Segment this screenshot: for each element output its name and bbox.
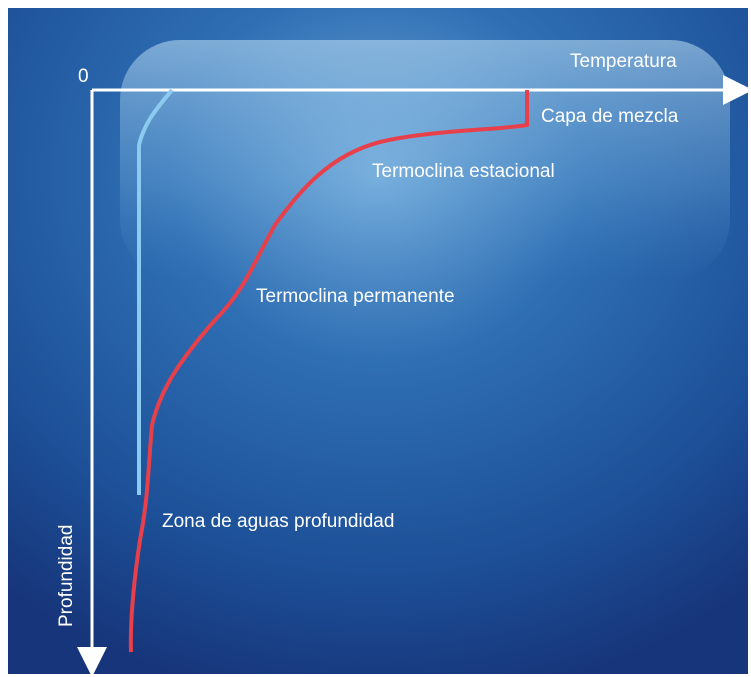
surface-glow <box>120 40 730 280</box>
origin-label: 0 <box>78 66 89 87</box>
layer-label: Capa de mezcla <box>541 106 679 127</box>
salinity-curve <box>137 88 174 495</box>
y-axis-label: Profundidad <box>56 525 77 627</box>
x-axis-label: Temperatura <box>570 51 677 72</box>
layer-label: Zona de aguas profundidad <box>162 511 394 532</box>
layer-label: Termoclina estacional <box>372 161 555 182</box>
layer-label: Termoclina permanente <box>256 286 455 307</box>
temperature-curve <box>128 90 529 653</box>
